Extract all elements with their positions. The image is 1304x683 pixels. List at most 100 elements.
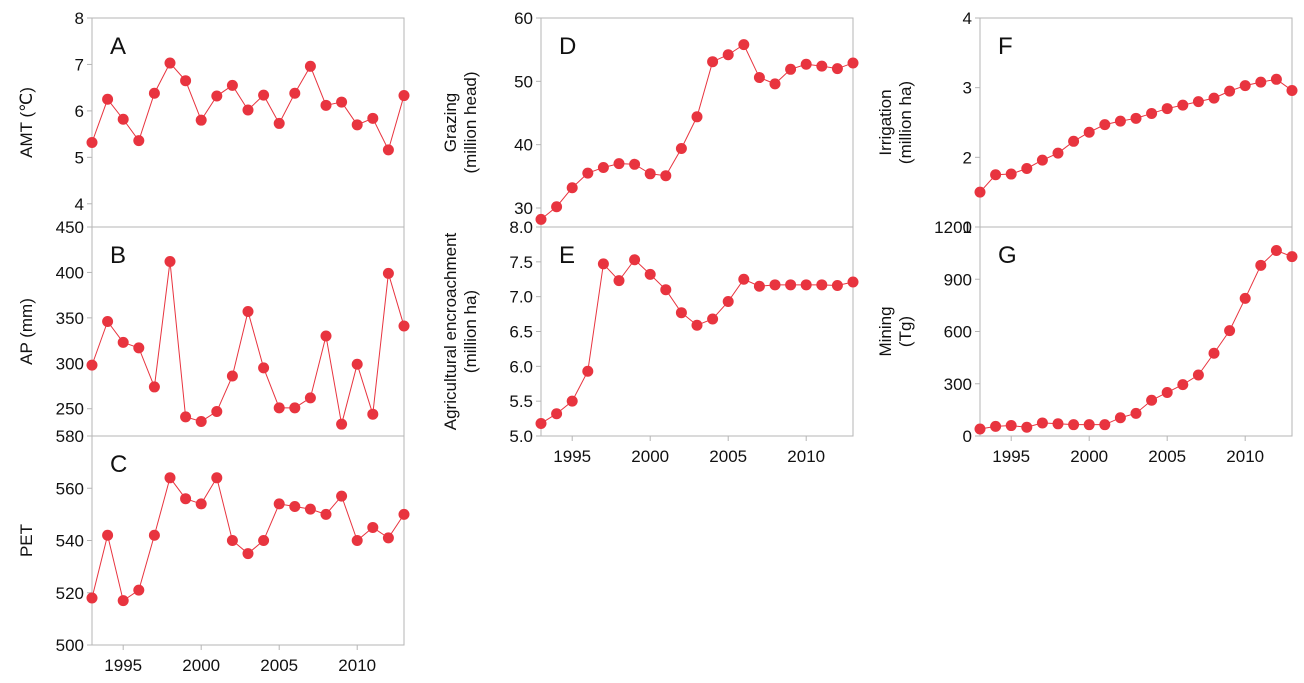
data-point xyxy=(382,267,394,279)
data-point xyxy=(613,158,625,170)
data-point xyxy=(847,276,859,288)
data-point xyxy=(1099,419,1111,431)
y-tick-label: 300 xyxy=(56,354,84,373)
data-point xyxy=(1052,418,1064,430)
data-point xyxy=(86,136,98,148)
x-tick-label: 2010 xyxy=(338,656,376,675)
x-tick-label: 2000 xyxy=(1070,447,1108,466)
data-point xyxy=(800,279,812,291)
y-tick-label: 350 xyxy=(56,309,84,328)
data-point xyxy=(304,60,316,72)
y-tick-label: 5.0 xyxy=(509,427,533,446)
data-point xyxy=(1005,420,1017,432)
data-point xyxy=(535,213,547,225)
x-tick-label: 2000 xyxy=(182,656,220,675)
y-axis-title-line: Agricultural encroachment xyxy=(441,232,460,430)
data-point xyxy=(1270,73,1282,85)
data-point xyxy=(847,57,859,69)
data-point xyxy=(1208,347,1220,359)
data-point xyxy=(1239,80,1251,92)
panel-letter: D xyxy=(559,33,576,60)
y-tick-label: 30 xyxy=(514,199,533,218)
series-line xyxy=(979,78,1293,193)
y-tick-label: 1 xyxy=(963,218,972,237)
data-point xyxy=(1130,112,1142,124)
data-point xyxy=(273,117,285,129)
y-axis-title-line: PET xyxy=(17,524,36,557)
data-point xyxy=(753,280,765,292)
data-point xyxy=(117,113,129,125)
data-point xyxy=(660,284,672,296)
y-tick-label: 40 xyxy=(514,136,533,155)
data-point xyxy=(1224,85,1236,97)
y-tick-label: 300 xyxy=(944,375,972,394)
data-point xyxy=(1192,96,1204,108)
data-point xyxy=(1177,379,1189,391)
data-point xyxy=(320,99,332,111)
data-point xyxy=(1068,419,1080,431)
y-tick-label: 8.0 xyxy=(509,218,533,237)
data-point xyxy=(226,535,238,546)
data-point xyxy=(211,90,223,102)
data-point xyxy=(117,595,129,607)
data-point xyxy=(102,529,114,541)
panel-b: 250 300 350 400 450 B AP (mm) xyxy=(17,218,410,437)
y-tick-label: 6.0 xyxy=(509,357,533,376)
data-point xyxy=(990,420,1002,432)
data-point xyxy=(769,78,781,90)
y-tick-label: 600 xyxy=(944,323,972,342)
data-point xyxy=(336,418,348,430)
y-axis-title: Mining(Tg) xyxy=(876,306,915,356)
y-axis-title-line: Mining xyxy=(876,306,895,356)
panel-b-frame xyxy=(91,226,405,437)
data-point xyxy=(722,296,734,308)
data-point xyxy=(211,405,223,417)
data-point xyxy=(566,182,578,194)
data-point xyxy=(242,548,254,560)
data-point xyxy=(1036,154,1048,166)
data-point xyxy=(1052,147,1064,159)
data-point xyxy=(722,49,734,61)
data-point xyxy=(133,584,145,596)
data-point xyxy=(164,256,176,268)
data-point xyxy=(597,161,609,173)
data-point xyxy=(1177,99,1189,111)
y-axis-title-line: AMT (℃) xyxy=(17,87,36,158)
data-point xyxy=(535,417,547,429)
data-point xyxy=(974,186,986,198)
panel-letter: E xyxy=(559,242,575,269)
data-point xyxy=(1255,259,1267,271)
y-axis-title: Grazing(million head) xyxy=(441,71,480,173)
data-point xyxy=(753,72,765,84)
data-point xyxy=(1114,412,1126,424)
y-tick-label: 8 xyxy=(75,9,84,28)
data-point xyxy=(613,275,625,287)
data-point xyxy=(1021,421,1033,433)
data-point xyxy=(691,111,703,123)
y-tick-label: 3 xyxy=(963,79,972,98)
series-line xyxy=(979,249,1293,430)
data-point xyxy=(1083,419,1095,431)
data-point xyxy=(660,170,672,182)
data-point xyxy=(289,402,301,414)
panel-letter: F xyxy=(998,33,1013,60)
x-tick-label: 2000 xyxy=(631,447,669,466)
panel-g: 0 300 600 900 1200 1995 2000 2005 2010 G Mining(Tg… xyxy=(876,218,1298,466)
y-tick-label: 540 xyxy=(56,532,84,551)
y-axis-title-line: AP (mm) xyxy=(17,298,36,365)
data-point xyxy=(1224,325,1236,337)
y-axis-title: Agricultural encroachment(million ha) xyxy=(441,232,480,430)
data-point xyxy=(336,490,348,502)
panel-f: 1 2 3 4 F Irrigation(million ha) xyxy=(876,9,1298,237)
data-point xyxy=(1270,245,1282,257)
y-tick-label: 250 xyxy=(56,400,84,419)
y-tick-label: 500 xyxy=(56,636,84,655)
data-point xyxy=(304,503,316,515)
data-point xyxy=(691,319,703,331)
panel-c: 500 520 540 560 580 1995 2000 2005 2010 C PET xyxy=(17,427,410,675)
data-point xyxy=(831,280,843,292)
data-point xyxy=(1161,386,1173,398)
data-point xyxy=(367,112,379,124)
data-point xyxy=(551,201,563,213)
data-point xyxy=(800,58,812,70)
